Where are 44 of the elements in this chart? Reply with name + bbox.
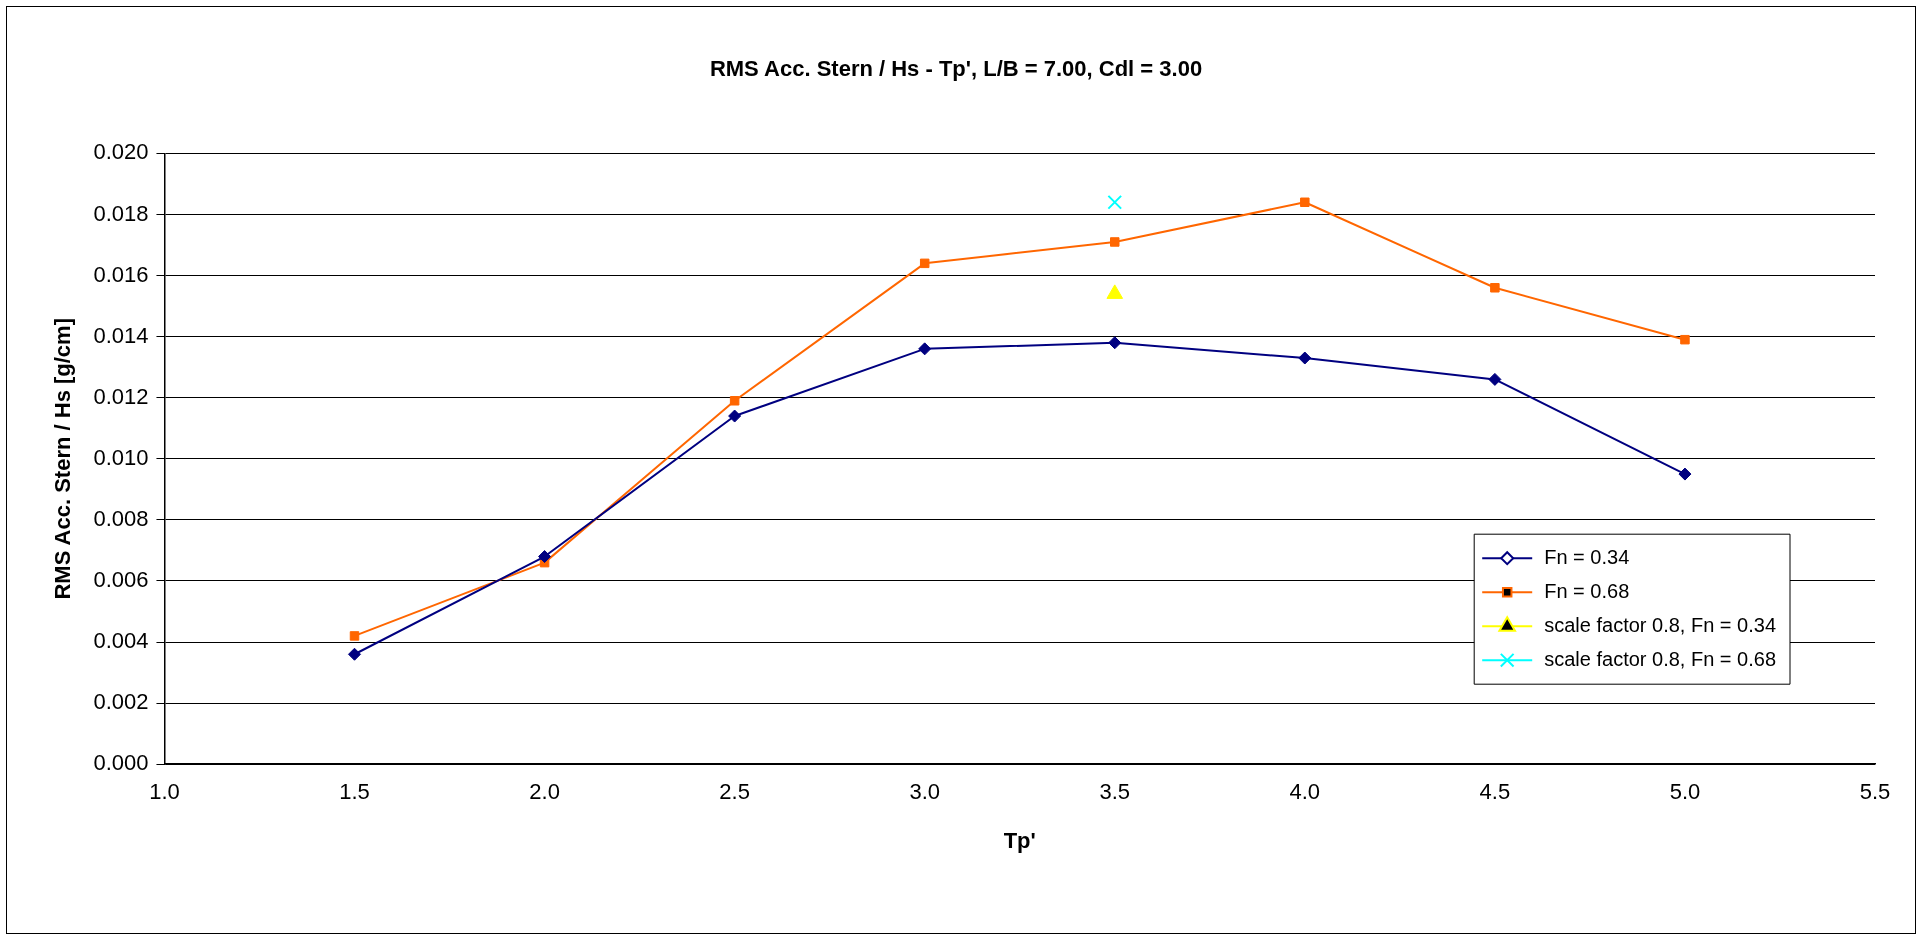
y-tick-label: 0.018 — [93, 200, 149, 226]
point — [1110, 237, 1120, 247]
x-tick-label: 1.0 — [149, 779, 180, 805]
x-tick-label: 5.5 — [1859, 779, 1891, 805]
x-tick-label: 5.0 — [1669, 779, 1701, 805]
x-tick-label: 4.5 — [1479, 779, 1511, 805]
point — [919, 258, 930, 269]
legend-label: Fn = 0.34 — [1544, 545, 1630, 568]
y-tick-label: 0.010 — [93, 444, 149, 470]
point — [1107, 194, 1123, 210]
x-tick-label: 3.5 — [1099, 779, 1131, 805]
y-tick-label: 0.002 — [93, 689, 149, 715]
y-tick-label: 0.008 — [93, 505, 149, 531]
y-tick-label: 0.016 — [93, 261, 149, 287]
point — [538, 550, 552, 564]
point — [1298, 351, 1312, 365]
chart-title: RMS Acc. Stern / Hs - Tp', L/B = 7.00, Cdl = 3.00 — [709, 56, 1203, 82]
point — [1108, 336, 1122, 350]
x-tick-label: 4.0 — [1289, 779, 1321, 805]
point — [349, 631, 360, 641]
point — [728, 409, 742, 423]
point — [729, 396, 740, 406]
y-tick-label: 0.004 — [93, 628, 149, 654]
y-axis-title: RMS Acc. Stern / Hs [g/cm] — [50, 318, 76, 600]
legend-label: scale factor 0.8, Fn = 0.34 — [1544, 613, 1776, 636]
legend-label: Fn = 0.68 — [1544, 579, 1630, 602]
x-axis-title: Tp' — [1003, 827, 1036, 853]
y-tick-label: 0.014 — [93, 322, 149, 348]
legend-label: scale factor 0.8, Fn = 0.68 — [1544, 647, 1776, 670]
point — [348, 647, 362, 661]
y-tick-label: 0.006 — [93, 567, 149, 593]
x-tick-label: 2.5 — [719, 779, 750, 805]
x-tick-label: 2.0 — [529, 779, 560, 805]
x-tick-label: 3.0 — [909, 779, 940, 805]
point — [1678, 467, 1692, 481]
y-tick-label: 0.012 — [93, 383, 149, 409]
point — [1680, 334, 1690, 345]
point — [1488, 372, 1502, 386]
y-tick-label: 0.020 — [93, 139, 149, 165]
point — [1300, 197, 1310, 208]
y-tick-label: 0.000 — [93, 750, 149, 776]
x-tick-label: 1.5 — [339, 779, 370, 805]
point — [1490, 283, 1500, 293]
point — [918, 342, 932, 356]
